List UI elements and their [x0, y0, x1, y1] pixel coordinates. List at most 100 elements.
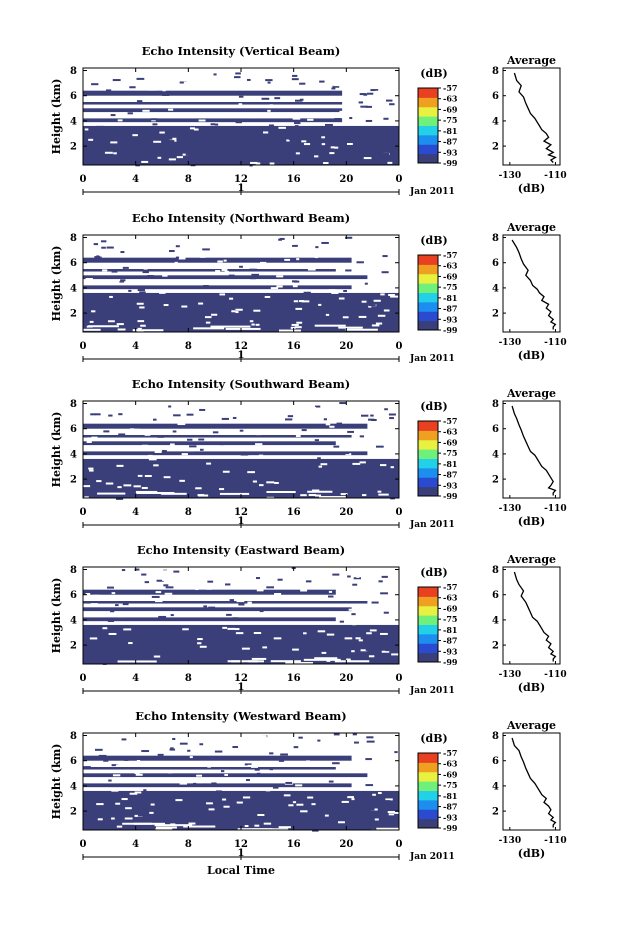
y-tick-label: 4: [70, 449, 77, 460]
heatmap-cell: [337, 821, 345, 824]
heatmap-cell: [187, 438, 193, 441]
panel-title: Echo Intensity (Vertical Beam): [142, 44, 341, 58]
heatmap-cell: [294, 630, 298, 633]
colorbar-tick-label: -75: [443, 115, 457, 125]
heatmap-cell: [314, 256, 318, 259]
heatmap-cell: [310, 648, 319, 651]
heatmap-cell: [330, 484, 337, 487]
heatmap-cell: [318, 611, 324, 614]
colorbar-tick-label: -69: [443, 603, 458, 613]
heatmap-cell: [342, 311, 350, 314]
heatmap-gap: [132, 329, 164, 332]
heatmap-cell: [279, 655, 286, 658]
heatmap-gap: [225, 327, 261, 330]
profile-x-label: (dB): [518, 681, 545, 694]
heatmap-cell: [155, 600, 163, 603]
heatmap-cell: [83, 485, 91, 488]
heatmap-cell: [384, 619, 389, 622]
heatmap-cell: [294, 280, 300, 283]
heatmap-cell: [359, 461, 366, 464]
heatmap-cell: [341, 800, 349, 803]
heatmap-cell: [157, 753, 164, 756]
heatmap-band: [83, 90, 343, 96]
colorbar-segment: [418, 311, 438, 322]
heatmap-cell: [250, 651, 255, 654]
heatmap-cell: [345, 153, 350, 156]
heatmap-cell: [224, 773, 229, 776]
heatmap-cell: [384, 408, 388, 411]
heatmap-cell: [141, 750, 150, 753]
y-tick-label: 6: [70, 424, 77, 435]
heatmap-band: [83, 589, 336, 595]
heatmap-cell: [164, 816, 169, 819]
heatmap-band: [83, 275, 368, 280]
colorbar-tick-label: -75: [443, 614, 457, 624]
heatmap-cell: [171, 88, 177, 91]
heatmap-cell: [118, 413, 123, 416]
heatmap-cell: [385, 238, 394, 241]
heatmap-cell: [89, 320, 94, 323]
heatmap-cell: [108, 435, 113, 438]
heatmap-cell: [317, 457, 321, 460]
x-tick-label: 0: [396, 174, 403, 185]
heatmap-cell: [197, 638, 203, 641]
heatmap-cell: [232, 746, 239, 749]
heatmap-cell: [263, 822, 272, 825]
heatmap-cell: [242, 569, 249, 572]
heatmap-cell: [102, 269, 108, 272]
heatmap-cell: [386, 99, 393, 102]
heatmap-cell: [324, 814, 329, 817]
heatmap-cell: [151, 595, 160, 598]
heatmap-cell: [369, 253, 373, 256]
heatmap-cell: [159, 791, 166, 794]
heatmap-cell: [165, 473, 173, 476]
y-tick-label: 6: [70, 258, 77, 269]
heatmap-cell: [355, 637, 361, 640]
heatmap-band: [83, 601, 368, 604]
heatmap-cell: [111, 270, 118, 273]
heatmap-cell: [174, 119, 182, 122]
date-tick-label: 1: [238, 183, 245, 194]
heatmap-cell: [299, 98, 304, 101]
heatmap-cell: [314, 494, 322, 497]
x-tick-label: 0: [80, 341, 87, 352]
x-tick-label: 16: [287, 174, 301, 185]
heatmap-cell: [179, 81, 187, 84]
heatmap-cell: [154, 451, 162, 454]
heatmap-cell: [123, 628, 132, 631]
heatmap-cell: [173, 570, 180, 573]
colorbar-tick-label: -57: [443, 83, 457, 93]
colorbar-tick-label: -87: [443, 802, 457, 812]
profile-x-tick-label: -110: [544, 836, 567, 846]
heatmap-cell: [112, 79, 121, 82]
heatmap-cell: [375, 322, 383, 325]
heatmap-cell: [366, 632, 372, 635]
heatmap-cell: [179, 479, 185, 482]
heatmap-cell: [341, 410, 349, 413]
colorbar-segment: [418, 477, 438, 488]
heatmap-cell: [127, 301, 134, 304]
heatmap-cell: [177, 423, 186, 426]
panel-4: Echo Intensity (Eastward Beam) 2 4 6 8 Height…: [50, 543, 567, 696]
heatmap-cell: [329, 425, 335, 428]
x-tick-label: 20: [339, 174, 353, 185]
heatmap-cell: [195, 588, 199, 591]
heatmap-cell: [175, 256, 180, 259]
heatmap-cell: [263, 131, 269, 134]
heatmap-cell: [294, 99, 303, 102]
heatmap-cell: [292, 74, 298, 77]
x-tick-label: 4: [132, 341, 139, 352]
colorbar-unit: (dB): [420, 400, 447, 413]
profile-x-tick-label: -130: [499, 670, 522, 680]
heatmap-cell: [158, 476, 163, 479]
colorbar-tick-label: -87: [443, 304, 457, 314]
heatmap-cell: [310, 417, 319, 420]
colorbar-tick-label: -93: [443, 147, 458, 157]
heatmap-cell: [325, 423, 331, 426]
heatmap-band: [83, 451, 368, 456]
heatmap-cell: [107, 586, 114, 589]
heatmap-cell: [189, 127, 196, 130]
heatmap-cell: [268, 124, 274, 127]
heatmap-cell: [380, 592, 388, 595]
heatmap-cell: [287, 459, 295, 462]
